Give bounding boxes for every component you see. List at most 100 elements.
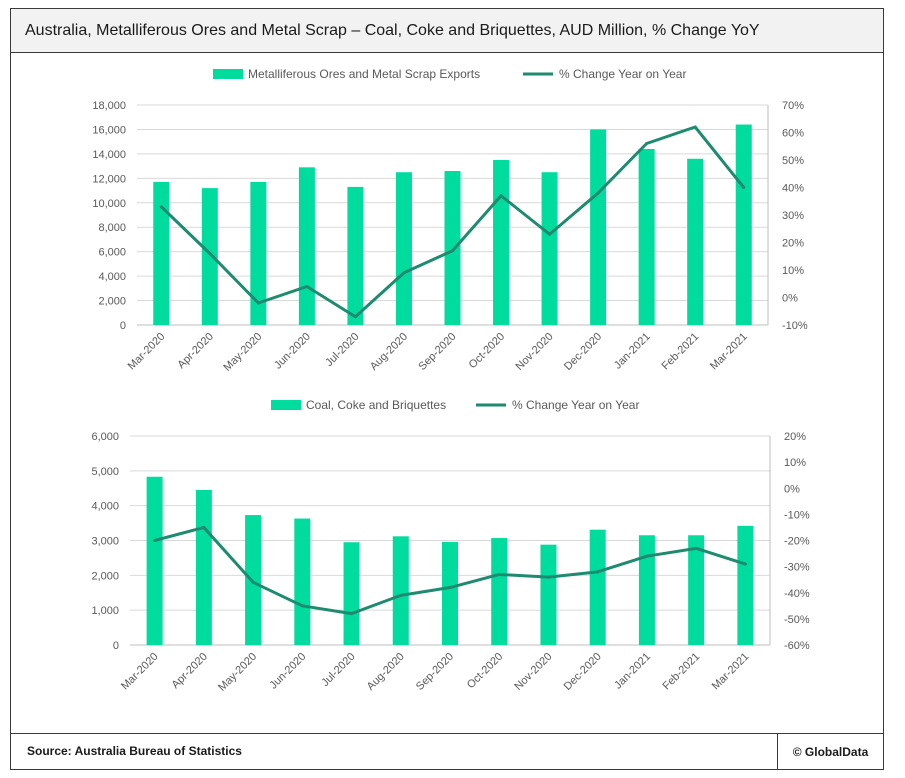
y2-tick-label: -10% bbox=[782, 320, 808, 332]
x-tick-label: Sep-2020 bbox=[416, 331, 458, 373]
bar bbox=[541, 172, 558, 325]
y-tick-label: 6,000 bbox=[98, 247, 126, 259]
bar bbox=[298, 167, 315, 325]
x-tick-label: Jan-2021 bbox=[612, 651, 653, 692]
line-point bbox=[645, 142, 649, 145]
y-tick-label: 14,000 bbox=[92, 149, 126, 161]
line-point bbox=[202, 525, 206, 529]
x-tick-label: Oct-2020 bbox=[465, 651, 505, 691]
chart-1: 0 2,000 4,000 6,000 8,000 10,000 12,000 14,000 1… bbox=[92, 67, 808, 374]
x-tick-label: May-2020 bbox=[221, 331, 264, 374]
y-tick-label: 6,000 bbox=[91, 431, 119, 443]
line-point bbox=[693, 125, 697, 129]
line-point bbox=[399, 593, 403, 597]
bar bbox=[687, 158, 704, 325]
x-tick-label: Mar-2021 bbox=[708, 331, 750, 373]
chart-2: 0 1,000 2,000 3,000 4,000 5,000 6,000 -60% -50% -… bbox=[91, 398, 809, 694]
x-tick-label: Feb-2021 bbox=[660, 331, 702, 373]
bar bbox=[153, 182, 170, 325]
x-tick-label: Apr-2020 bbox=[169, 651, 209, 691]
bar bbox=[737, 525, 754, 645]
line-point bbox=[256, 301, 260, 305]
y-tick-label: 5,000 bbox=[91, 466, 119, 478]
line-point bbox=[159, 205, 163, 209]
legend-label-line: % Change Year on Year bbox=[559, 67, 686, 81]
y2-tick-label: 30% bbox=[782, 210, 804, 222]
legend-label-bars: Coal, Coke and Briquettes bbox=[306, 398, 446, 412]
y2-tick-label: 0% bbox=[784, 483, 800, 495]
x-tick-label: Apr-2020 bbox=[175, 331, 215, 371]
x-tick-label: Jan-2021 bbox=[612, 331, 653, 372]
bar bbox=[195, 489, 212, 645]
bar bbox=[392, 536, 409, 645]
bar bbox=[688, 535, 705, 645]
bar bbox=[735, 124, 752, 325]
line-point bbox=[499, 194, 503, 198]
y2-tick-label: 50% bbox=[782, 155, 804, 167]
bar bbox=[444, 171, 461, 325]
y2-tick-label: -10% bbox=[784, 509, 810, 521]
x-tick-label: Mar-2020 bbox=[126, 331, 168, 373]
y-tick-label: 16,000 bbox=[92, 124, 126, 136]
x-tick-label: Oct-2020 bbox=[467, 331, 507, 371]
line-point bbox=[497, 572, 501, 576]
y-tick-label: 10,000 bbox=[92, 198, 126, 210]
x-tick-label: Jul-2020 bbox=[319, 651, 357, 689]
line-point bbox=[451, 249, 454, 253]
line-point bbox=[548, 232, 552, 236]
y-tick-label: 12,000 bbox=[92, 173, 126, 185]
y-tick-label: 18,000 bbox=[92, 100, 126, 112]
x-tick-label: Dec-2020 bbox=[562, 331, 604, 373]
x-tick-label: Aug-2020 bbox=[368, 331, 410, 373]
bar bbox=[347, 186, 364, 325]
source-note: Source: Australia Bureau of Statistics bbox=[27, 744, 242, 758]
x-tick-label: Mar-2020 bbox=[119, 651, 161, 693]
y-tick-label: 2,000 bbox=[98, 296, 126, 308]
y2-tick-label: -40% bbox=[784, 588, 810, 600]
line-point bbox=[742, 186, 746, 189]
x-tick-label: Nov-2020 bbox=[512, 651, 554, 693]
x-tick-label: Jun-2020 bbox=[272, 331, 313, 372]
y2-tick-label: -30% bbox=[784, 562, 810, 574]
x-tick-label: Feb-2021 bbox=[660, 651, 702, 693]
y2-tick-label: -20% bbox=[784, 536, 810, 548]
y2-tick-label: 20% bbox=[782, 238, 804, 250]
line-point bbox=[300, 604, 304, 608]
x-tick-label: Dec-2020 bbox=[562, 651, 604, 693]
line-point bbox=[448, 586, 452, 590]
line-point bbox=[596, 191, 600, 195]
bar bbox=[250, 182, 267, 325]
y2-tick-label: 20% bbox=[784, 431, 806, 443]
line-point bbox=[402, 271, 406, 275]
y-tick-label: 4,000 bbox=[98, 271, 126, 283]
line-point bbox=[251, 580, 255, 584]
y2-tick-label: 0% bbox=[782, 293, 798, 305]
y2-tick-label: -50% bbox=[784, 614, 810, 626]
y-tick-label: 1,000 bbox=[91, 605, 119, 617]
legend-bar-swatch bbox=[213, 69, 243, 79]
chart-frame: Australia, Metalliferous Ores and Metal … bbox=[10, 8, 884, 770]
x-tick-label: May-2020 bbox=[216, 651, 259, 694]
line-point bbox=[546, 575, 550, 579]
y-tick-label: 8,000 bbox=[98, 222, 126, 234]
bar bbox=[540, 544, 557, 645]
bar bbox=[638, 535, 655, 645]
y2-tick-label: -60% bbox=[784, 640, 810, 652]
bar bbox=[245, 515, 262, 645]
line-point bbox=[350, 612, 354, 616]
bar bbox=[590, 129, 607, 325]
line-point bbox=[596, 570, 600, 574]
y2-tick-label: 40% bbox=[782, 183, 804, 195]
bar bbox=[395, 172, 412, 325]
line-point bbox=[694, 546, 698, 550]
bar bbox=[638, 149, 655, 325]
bar bbox=[146, 476, 163, 645]
bar bbox=[493, 160, 510, 325]
y2-tick-label: 70% bbox=[782, 100, 804, 112]
footer: Source: Australia Bureau of Statistics ©… bbox=[11, 733, 883, 769]
bar bbox=[294, 518, 311, 645]
legend-bar-swatch bbox=[271, 400, 301, 410]
y2-tick-label: 10% bbox=[782, 265, 804, 277]
legend-label-line: % Change Year on Year bbox=[512, 398, 639, 412]
